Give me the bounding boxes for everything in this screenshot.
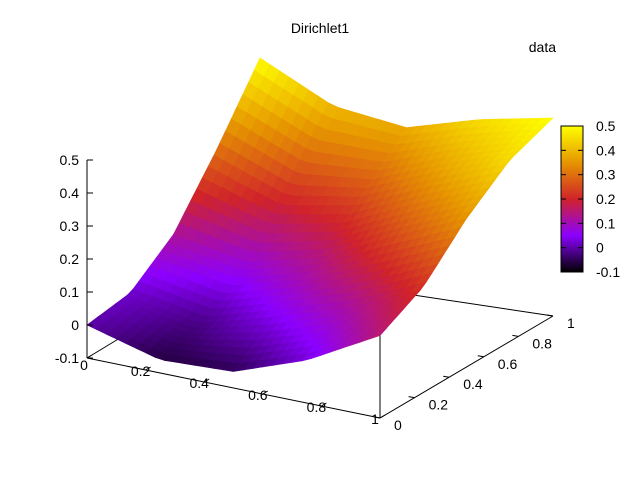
colorbar-tick-label: 0.3 bbox=[596, 167, 616, 183]
y-tick-label: 0.4 bbox=[463, 376, 483, 392]
colorbar-tick-label: 0.1 bbox=[596, 215, 616, 231]
surface-mesh bbox=[86, 57, 554, 372]
z-tick-label: 0.3 bbox=[60, 218, 80, 234]
back-y-line bbox=[86, 337, 121, 359]
x-tick-label: 0.6 bbox=[248, 387, 268, 403]
z-tick-label: -0.1 bbox=[55, 350, 79, 366]
x-tick-mark bbox=[145, 366, 151, 371]
z-ticks: -0.1 0 0.1 0.2 0.3 0.4 0.5 bbox=[55, 152, 93, 366]
x-axis-line bbox=[86, 357, 381, 419]
x-tick-mark bbox=[321, 402, 327, 407]
z-tick-label: 0.4 bbox=[60, 185, 80, 201]
x-tick-label: 0.2 bbox=[131, 363, 151, 379]
colorbar-tick-label: 0.5 bbox=[596, 118, 616, 134]
y-axis-line bbox=[379, 315, 554, 419]
x-tick-label: 0 bbox=[80, 357, 88, 373]
z-tick-label: 0.1 bbox=[60, 284, 80, 300]
z-tick-label: 0.2 bbox=[60, 251, 80, 267]
surface-facet bbox=[369, 328, 387, 340]
y-tick-mark bbox=[408, 396, 415, 399]
y-tick-label: 0.6 bbox=[498, 356, 518, 372]
y-tick-mark bbox=[546, 314, 554, 317]
y-tick-mark bbox=[512, 334, 519, 337]
x-ticks: 0.2 0.4 0.6 0.8 1 0 bbox=[80, 354, 386, 427]
colorbar-tick-label: 0 bbox=[596, 240, 604, 256]
y-tick-label: 0 bbox=[394, 417, 402, 433]
colorbar-tick-label: -0.1 bbox=[596, 264, 620, 280]
y-tick-mark bbox=[443, 375, 450, 378]
y-tick-mark bbox=[373, 416, 381, 419]
colorbar-tick-label: 0.2 bbox=[596, 191, 616, 207]
y-tick-mark bbox=[477, 355, 484, 358]
x-tick-label: 0.8 bbox=[307, 399, 327, 415]
x-tick-label: 1 bbox=[371, 411, 379, 427]
x-tick-mark bbox=[203, 378, 210, 383]
z-tick-label: 0 bbox=[71, 317, 79, 333]
z-tick-label: 0.5 bbox=[60, 152, 80, 168]
y-ticks: 0 0.2 0.4 0.6 0.8 1 bbox=[373, 314, 575, 433]
colorbar-tick-label: 0.4 bbox=[596, 142, 616, 158]
x-tick-mark bbox=[379, 414, 386, 419]
chart-title: Dirichlet1 bbox=[291, 20, 350, 36]
y-tick-label: 0.2 bbox=[429, 397, 449, 413]
legend-key-label: data bbox=[529, 39, 556, 55]
x-tick-label: 0.4 bbox=[189, 375, 209, 391]
colorbar-ticks: -0.1 0 0.1 0.2 0.3 0.4 0.5 bbox=[561, 118, 620, 280]
y-tick-label: 1 bbox=[567, 315, 575, 331]
x-tick-mark bbox=[262, 390, 269, 395]
y-tick-label: 0.8 bbox=[532, 335, 552, 351]
